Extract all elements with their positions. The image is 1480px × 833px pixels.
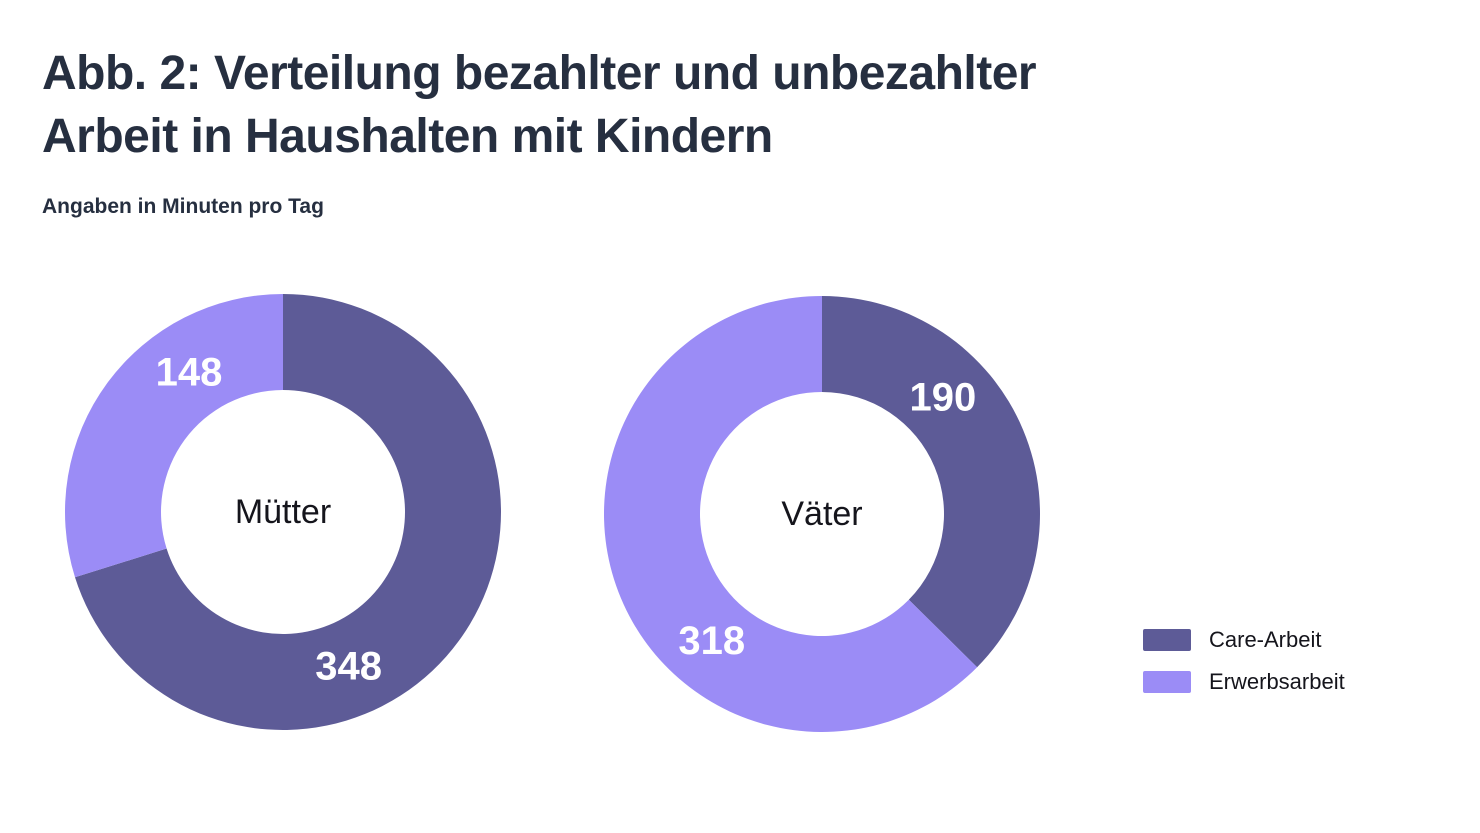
donut-muetter-svg: 348 148 xyxy=(64,294,501,730)
care-arbeit-swatch xyxy=(1143,629,1191,651)
legend-item-erwerbsarbeit: Erwerbsarbeit xyxy=(1143,669,1345,695)
chart-subtitle: Angaben in Minuten pro Tag xyxy=(42,195,324,218)
donut-chart-muetter: 348 148 Mütter xyxy=(63,292,503,732)
legend-label-erwerbsarbeit: Erwerbsarbeit xyxy=(1209,669,1345,694)
donut-segment-care-arbeit xyxy=(74,294,501,730)
chart-title-line-1: Abb. 2: Verteilung bezahlter und unbezah… xyxy=(42,47,1037,100)
donut-vaeter-svg: 190 318 xyxy=(603,296,1040,732)
segment-value-label-erwerbsarbeit: 148 xyxy=(156,351,223,395)
erwerbsarbeit-swatch xyxy=(1143,671,1191,693)
chart-title: Abb. 2: Verteilung bezahlter und unbezah… xyxy=(42,42,1037,168)
chart-title-line-2: Arbeit in Haushalten mit Kindern xyxy=(42,110,773,163)
segment-value-label-erwerbsarbeit: 318 xyxy=(678,619,745,663)
legend-item-care-arbeit: Care-Arbeit xyxy=(1143,627,1345,653)
donut-chart-vaeter: 190 318 Väter xyxy=(602,294,1042,734)
segment-value-label-care-arbeit: 190 xyxy=(909,375,976,419)
segment-value-label-care-arbeit: 348 xyxy=(315,645,382,689)
donut-segment-erwerbsarbeit xyxy=(603,296,978,732)
legend: Care-Arbeit Erwerbsarbeit xyxy=(1143,627,1345,695)
donut-segment-care-arbeit xyxy=(822,296,1040,668)
donut-segment-erwerbsarbeit xyxy=(64,294,283,578)
legend-label-care-arbeit: Care-Arbeit xyxy=(1209,627,1322,652)
